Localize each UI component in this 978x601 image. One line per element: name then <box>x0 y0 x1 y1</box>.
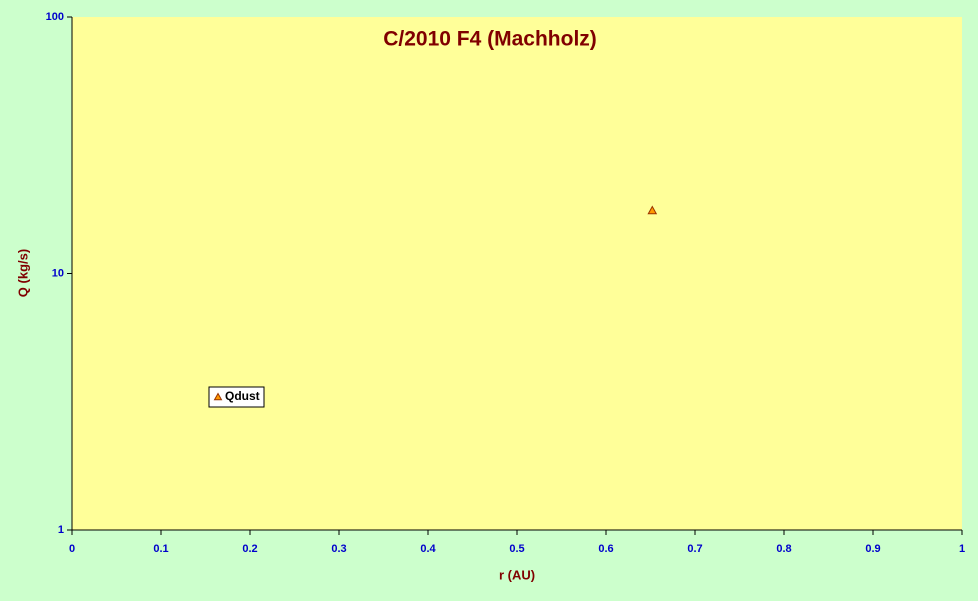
data-point <box>647 205 658 215</box>
x-axis-label: r (AU) <box>499 567 535 582</box>
x-tick-label: 0.2 <box>242 543 257 555</box>
x-tick-label: 0.3 <box>331 543 346 555</box>
x-tick-label: 0 <box>69 543 75 555</box>
chart-title: C/2010 F4 (Machholz) <box>383 28 597 51</box>
x-tick-label: 0.5 <box>509 543 524 555</box>
y-tick-label: 100 <box>46 11 64 23</box>
x-tick-label: 1 <box>959 543 965 555</box>
legend: Qdust <box>208 386 265 408</box>
y-tick-label: 10 <box>52 267 64 279</box>
x-tick-label: 0.4 <box>420 543 436 555</box>
plot-area <box>72 17 962 530</box>
x-tick-label: 0.8 <box>776 543 791 555</box>
y-axis-label: Q (kg/s) <box>15 249 30 297</box>
y-tick-label: 1 <box>58 524 64 536</box>
legend-label: Qdust <box>225 389 260 403</box>
x-tick-label: 0.6 <box>598 543 613 555</box>
x-tick-label: 0.1 <box>153 543 168 555</box>
x-tick-label: 0.9 <box>865 543 880 555</box>
x-tick-label: 0.7 <box>687 543 702 555</box>
legend-marker <box>213 392 223 401</box>
legend-box <box>208 386 265 408</box>
